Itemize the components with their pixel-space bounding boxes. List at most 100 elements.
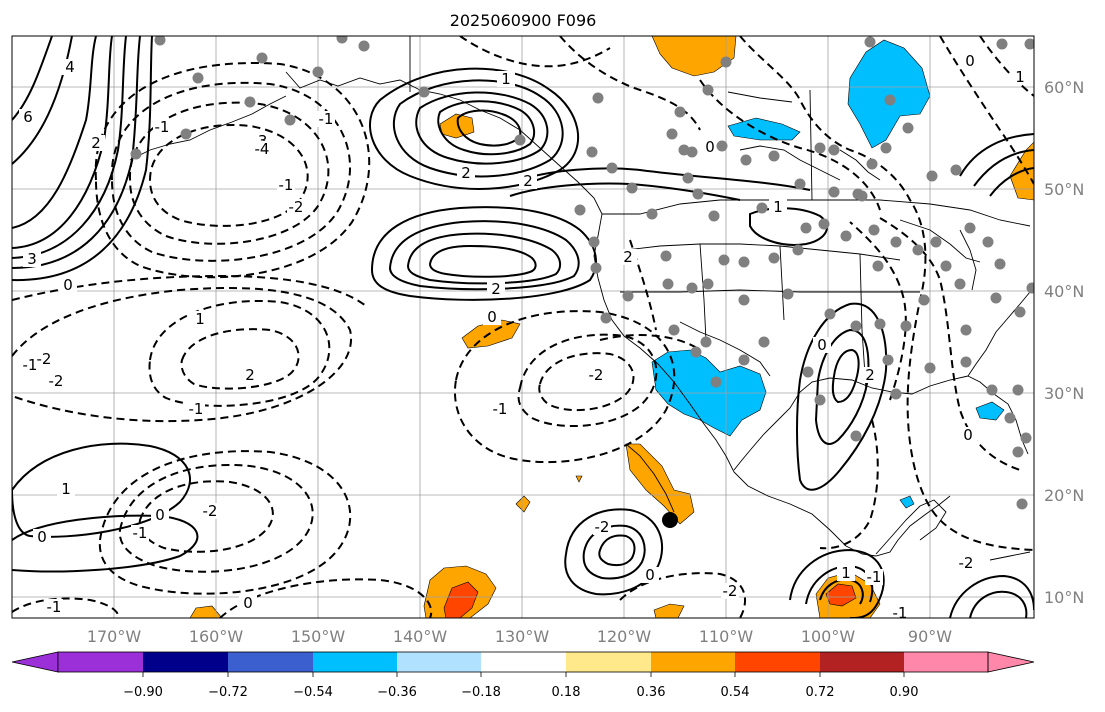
contour-label-bg (277, 177, 295, 193)
station-dot (660, 250, 672, 262)
station-dot (756, 202, 768, 214)
colorbar-segment (313, 652, 397, 672)
station-dot (814, 142, 826, 154)
station-dot (312, 66, 324, 78)
station-dot (840, 230, 852, 242)
station-dot (588, 236, 600, 248)
station-dot (586, 146, 598, 158)
contour-label: 2 (623, 248, 633, 266)
contour-label-bg (959, 427, 977, 443)
storm-center-marker (662, 512, 678, 528)
contour-label-bg (45, 599, 63, 615)
colorbar-segment (228, 652, 313, 672)
station-dot (720, 56, 732, 68)
latitude-label: 60°N (1044, 78, 1084, 97)
colorbar-tick-label: 0.90 (890, 685, 919, 700)
station-dot (244, 96, 256, 108)
station-dot (792, 244, 804, 256)
contour-label: -1 (155, 118, 170, 136)
station-dot (768, 150, 780, 162)
station-dot (794, 178, 806, 190)
station-dot (130, 148, 142, 160)
station-dot (418, 86, 430, 98)
contour-label-bg (21, 357, 39, 373)
station-dot (880, 142, 892, 154)
station-dot (930, 236, 942, 248)
contour-label: 4 (65, 58, 75, 76)
colorbar-segment (566, 652, 651, 672)
fill-orange-bottom (189, 605, 223, 618)
colorbar-segment (481, 652, 566, 672)
station-dot (850, 430, 862, 442)
longitude-label: 170°W (87, 627, 142, 646)
contour-label-bg (837, 565, 855, 581)
colorbar-tick-label: −0.72 (208, 685, 248, 700)
station-dot (868, 224, 880, 236)
station-dot (1016, 498, 1028, 510)
latitude-labels: 60°N 50°N 40°N 30°N 20°N 10°N (1044, 78, 1084, 607)
contour-label-bg (813, 337, 831, 353)
station-dot (646, 208, 658, 220)
longitude-label: 120°W (597, 627, 652, 646)
contour-label: 2 (491, 280, 501, 298)
contour-label-bg (721, 583, 739, 599)
station-dot (740, 154, 752, 166)
contour-label-bg (865, 569, 883, 585)
contour-label-bg (487, 281, 505, 297)
longitude-label: 130°W (495, 627, 550, 646)
latitude-label: 20°N (1044, 486, 1084, 505)
colorbar-tick-label: 0.36 (637, 685, 666, 700)
station-dot (890, 388, 902, 400)
station-dot (622, 290, 634, 302)
station-dot (884, 94, 896, 106)
colorbar-tick-label: −0.54 (293, 685, 333, 700)
station-dot (926, 170, 938, 182)
contour-label-bg (957, 555, 975, 571)
contour-label-bg (317, 111, 335, 127)
station-dot (600, 312, 612, 324)
fill-red-south-pacific (443, 581, 479, 618)
station-dot (192, 72, 204, 84)
station-dot (686, 146, 698, 158)
contour-label-bg (151, 507, 169, 523)
station-dot (668, 324, 680, 336)
station-dot (960, 324, 972, 336)
latitude-label: 40°N (1044, 282, 1084, 301)
contour-label-bg (19, 109, 37, 125)
fill-orange-bottom-2 (653, 603, 685, 618)
station-dot (890, 236, 902, 248)
contour-label-bg (61, 59, 79, 75)
station-dot (824, 308, 836, 320)
contour-label: -1 (189, 400, 204, 418)
station-dot (738, 354, 750, 366)
contour-label-bg (497, 71, 515, 87)
longitude-label: 140°W (393, 627, 448, 646)
contour-label: -1 (133, 524, 148, 542)
contours-dashed (12, 36, 1034, 618)
station-dot (256, 52, 268, 64)
station-dot (758, 336, 770, 348)
station-dot (590, 262, 602, 274)
station-dot (912, 244, 924, 256)
station-dot (690, 346, 702, 358)
fill-blue-florida (975, 401, 1005, 421)
contour-label-bg (483, 309, 501, 325)
contour-label-bg (891, 605, 909, 618)
longitude-label: 90°W (908, 627, 952, 646)
contour-labels: 64230-1-2-1-3-4-2-11222012-1-2-10-2010-1… (19, 52, 1029, 618)
station-dot (782, 288, 794, 300)
contour-label-bg (253, 141, 271, 157)
contour-label: 1 (1015, 68, 1025, 86)
contour-label-bg (87, 135, 105, 151)
station-dot (864, 36, 876, 48)
station-markers (130, 36, 1034, 510)
colorbar-frame (57, 651, 989, 673)
station-dot (954, 278, 966, 290)
station-dot (828, 144, 840, 156)
contour-label-bg (457, 165, 475, 181)
station-dot (358, 40, 370, 52)
station-dot (900, 320, 912, 332)
fill-red-mexico-south (825, 583, 857, 607)
latitude-label: 30°N (1044, 384, 1084, 403)
contour-label: -2 (203, 502, 218, 520)
